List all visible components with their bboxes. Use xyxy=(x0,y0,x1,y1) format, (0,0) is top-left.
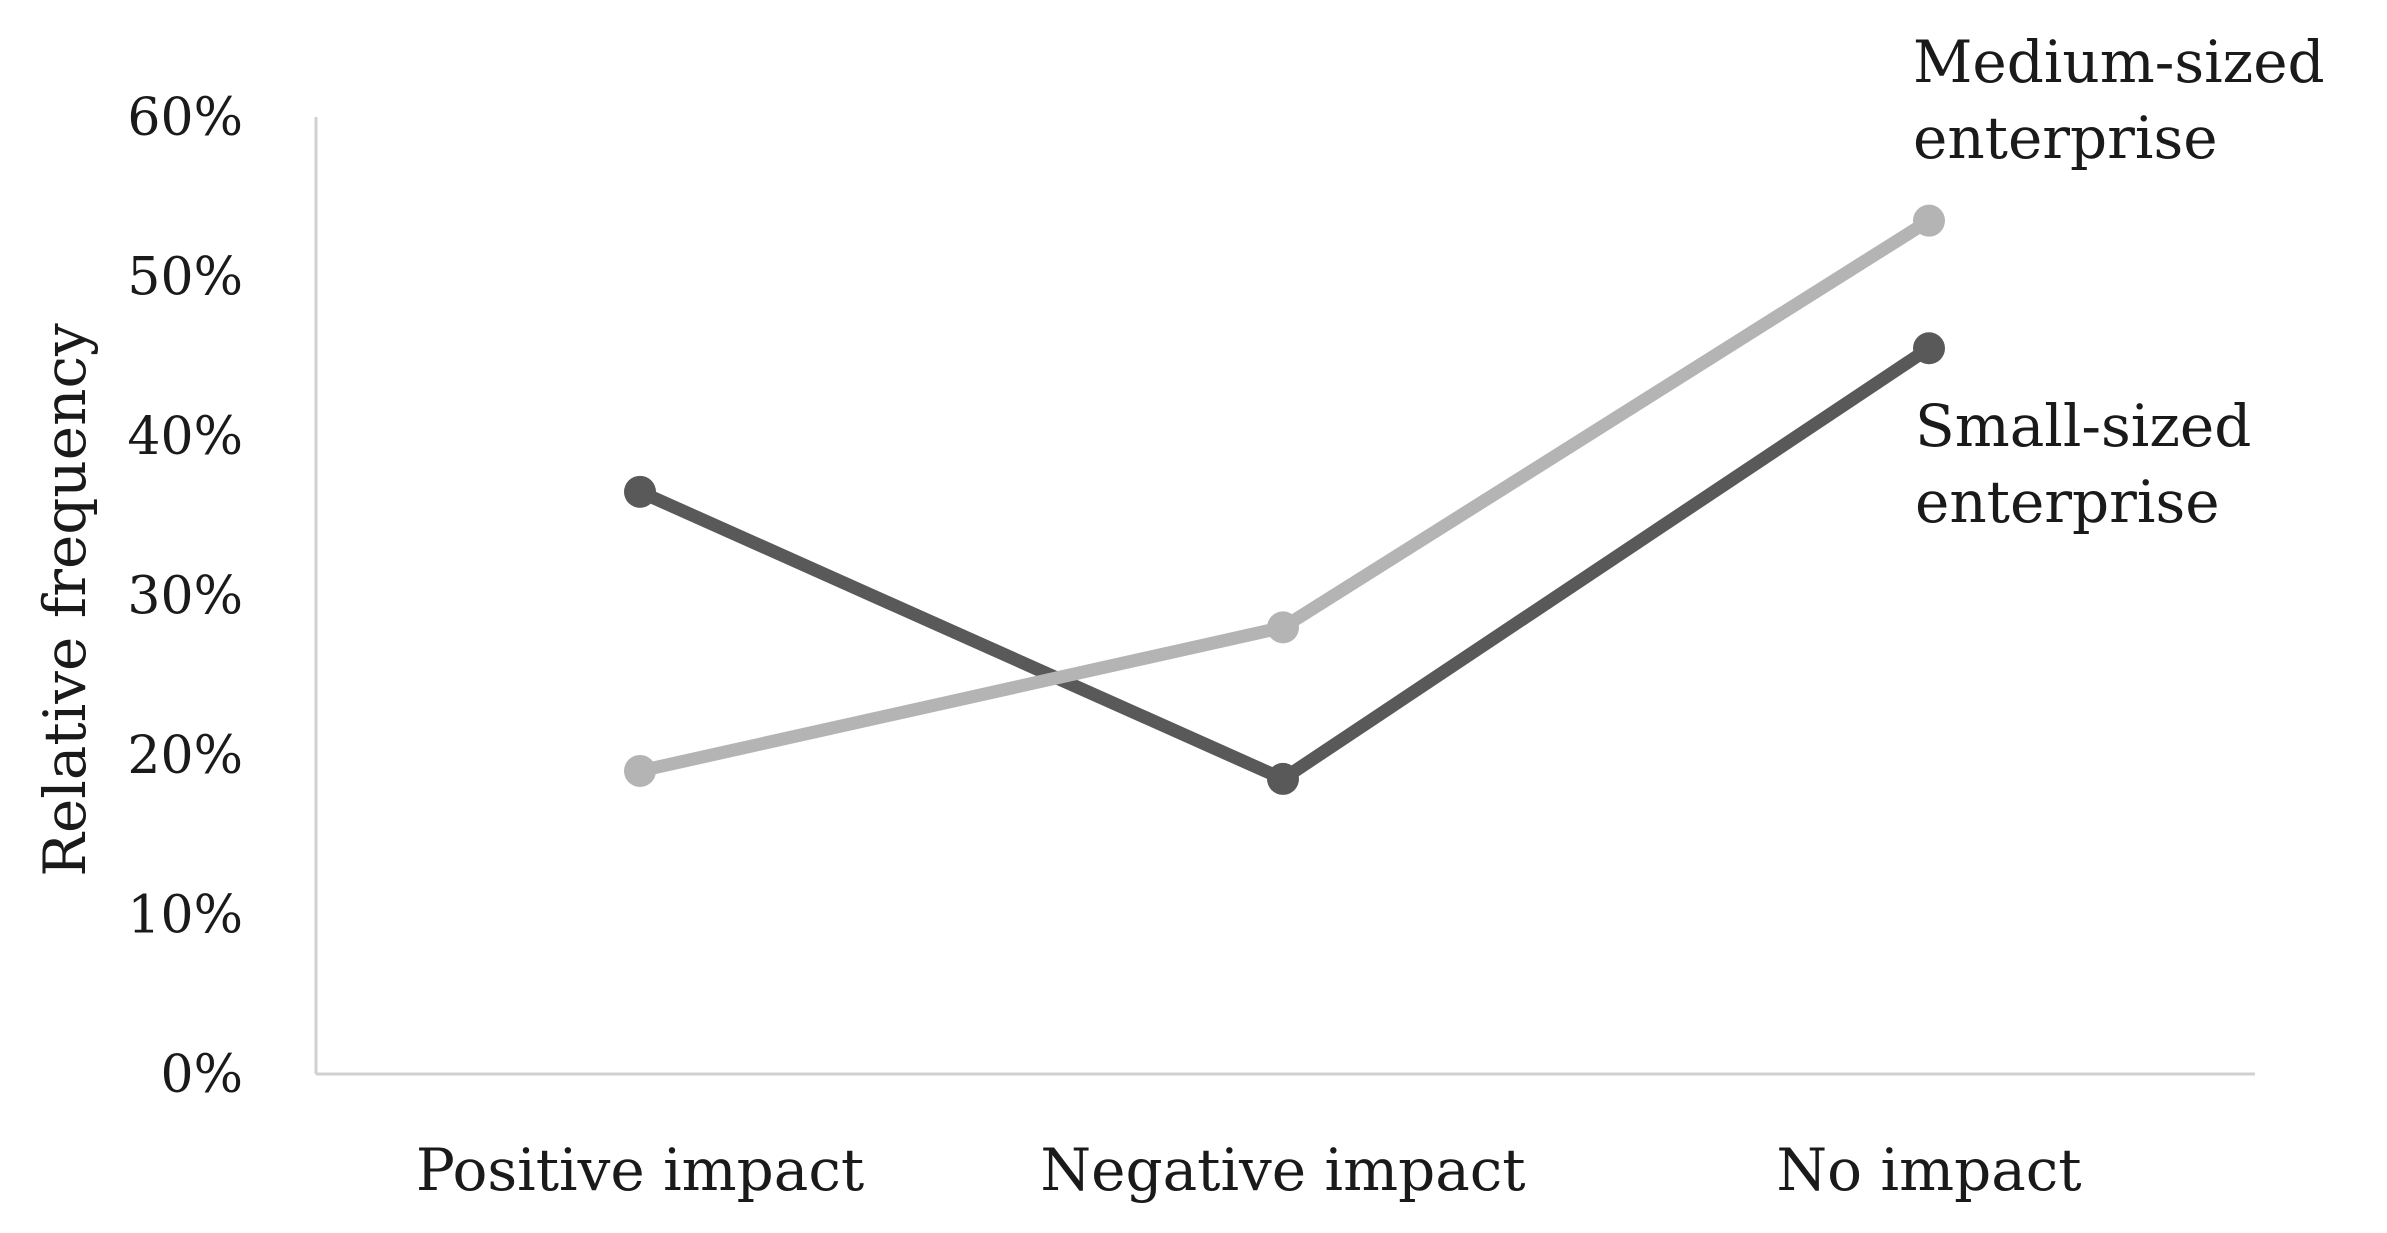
y-tick-label: 30% xyxy=(127,567,243,627)
y-tick-label: 60% xyxy=(127,88,243,148)
y-tick-label: 0% xyxy=(161,1045,244,1105)
series-labels: Small-sized enterprise Medium-sized enterpr… xyxy=(1913,28,2325,536)
data-point xyxy=(1913,332,1945,365)
y-tick-label: 20% xyxy=(127,726,243,786)
x-tick-label: Negative impact xyxy=(1040,1136,1525,1204)
axes xyxy=(314,117,2255,1076)
y-tick-label: 50% xyxy=(127,248,243,308)
series-points xyxy=(624,204,1945,795)
x-tick-label: Positive impact xyxy=(416,1136,864,1204)
data-point xyxy=(624,475,656,508)
series-label: Small-sized enterprise xyxy=(1915,392,2251,536)
data-point xyxy=(1267,611,1299,644)
data-point xyxy=(1913,204,1945,237)
series-line xyxy=(637,342,1933,787)
series-line xyxy=(638,215,1933,778)
y-tick-labels: 0% 10% 20% 30% 40% 50% 60% xyxy=(127,88,243,1105)
x-tick-labels: Positive impact Negative impact No impact xyxy=(416,1136,2082,1204)
y-tick-label: 40% xyxy=(127,407,243,467)
data-point xyxy=(1267,762,1299,795)
data-point xyxy=(624,754,656,787)
y-tick-label: 10% xyxy=(127,886,243,946)
y-axis-label: Relative frequency xyxy=(31,323,99,877)
series-lines xyxy=(637,215,1933,787)
x-tick-label: No impact xyxy=(1776,1136,2081,1204)
series-label: Medium-sized enterprise xyxy=(1913,28,2325,172)
